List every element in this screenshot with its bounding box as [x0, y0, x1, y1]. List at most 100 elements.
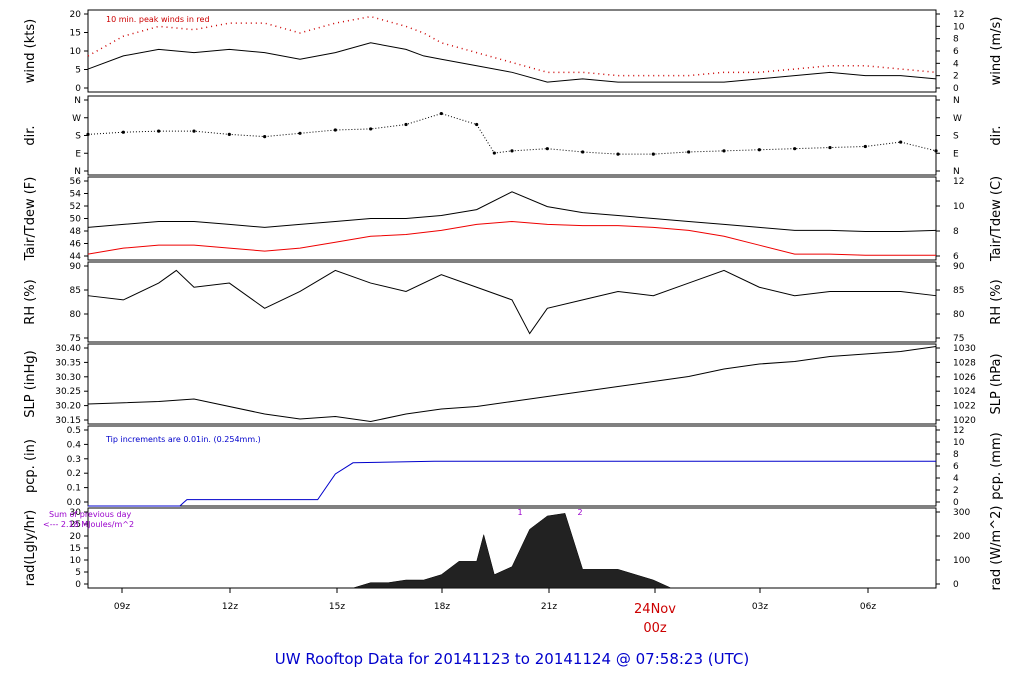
left-tick-label: 20 [70, 10, 82, 20]
series-line-wind-1 [87, 15, 937, 77]
direction-point [439, 111, 443, 116]
direction-point [757, 148, 761, 152]
right-tick-label: 10 [953, 438, 965, 448]
left-tick-label: 0.2 [67, 469, 81, 479]
direction-point [616, 152, 620, 156]
right-tick-label: 1022 [953, 402, 976, 412]
right-tick-label: 10 [953, 202, 965, 212]
panel-frame [87, 343, 937, 425]
series-line-wind-0 [87, 42, 937, 83]
left-tick-label: 0 [75, 580, 81, 590]
right-tick-label: S [953, 132, 959, 142]
left-axis-label: wind (kts) [23, 19, 38, 83]
left-tick-label: 0.1 [67, 484, 81, 494]
right-axis-label: pcp. (mm) [989, 432, 1004, 499]
series-line-slp-0 [87, 346, 937, 423]
series-line-temp-0 [87, 191, 937, 233]
panel-annotation: Tip increments are 0.01in. (0.254mm.) [105, 435, 261, 444]
left-tick-label: 48 [70, 227, 82, 237]
series-line-rh-0 [87, 269, 937, 335]
direction-point [475, 122, 479, 127]
left-axis-label: RH (%) [23, 279, 38, 324]
right-tick-label: 0 [953, 580, 959, 590]
direction-point [899, 140, 903, 144]
left-tick-label: 0.5 [67, 426, 81, 436]
direction-point [793, 147, 797, 151]
left-tick-label: 54 [70, 190, 82, 200]
right-tick-label: 8 [953, 35, 959, 45]
direction-point [581, 150, 585, 154]
left-axis-label: pcp. (in) [23, 439, 38, 493]
direction-point [298, 131, 302, 135]
left-tick-label: 10 [70, 556, 82, 566]
left-tick-label: N [74, 167, 81, 177]
right-axis-label: Tair/Tdew (C) [989, 176, 1004, 262]
direction-point [369, 127, 373, 131]
right-axis-label: RH (%) [989, 279, 1004, 324]
right-tick-label: 0 [953, 84, 959, 94]
rad-annotation-2: <--- 2.18 MJoules/m^2 [43, 520, 134, 529]
right-tick-label: E [953, 149, 959, 159]
right-tick-label: W [953, 114, 962, 124]
right-tick-label: 1020 [953, 416, 976, 426]
right-tick-label: 300 [953, 508, 970, 518]
x-tick-label: 15z [329, 602, 345, 612]
rad-marker: 1 [517, 508, 522, 517]
left-tick-label: 44 [70, 252, 82, 262]
left-tick-label: S [75, 132, 81, 142]
left-tick-label: 85 [70, 286, 81, 296]
right-tick-label: N [953, 167, 960, 177]
left-tick-label: N [74, 96, 81, 106]
x-tick-label: 18z [434, 602, 450, 612]
right-tick-label: 100 [953, 556, 970, 566]
left-axis-label: Tair/Tdew (F) [23, 177, 38, 262]
left-tick-label: 5 [75, 66, 81, 76]
left-tick-label: 30.20 [55, 402, 81, 412]
right-tick-label: 6 [953, 462, 959, 472]
left-tick-label: 30.35 [55, 358, 81, 368]
left-tick-label: 46 [70, 240, 82, 250]
right-tick-label: 12 [953, 426, 964, 436]
right-axis-label: dir. [989, 125, 1004, 145]
left-tick-label: 90 [70, 262, 82, 272]
left-tick-label: 20 [70, 532, 82, 542]
right-tick-label: 200 [953, 532, 970, 542]
left-tick-label: 30 [70, 508, 82, 518]
left-tick-label: 80 [70, 310, 82, 320]
direction-point [263, 134, 267, 139]
rad-annotation-1: Sum of previous day [49, 510, 131, 519]
right-tick-label: 75 [953, 334, 964, 344]
direction-point [192, 129, 196, 133]
panel-frame [87, 95, 937, 176]
x-tick-label: 06z [860, 602, 876, 612]
left-tick-label: 56 [70, 177, 82, 187]
left-axis-label: rad(Lgly/hr) [23, 510, 38, 586]
x-tick-label: 03z [752, 602, 768, 612]
right-tick-label: 1030 [953, 344, 976, 354]
radiation-area [352, 513, 672, 589]
right-axis-label: SLP (hPa) [989, 353, 1004, 414]
right-tick-label: 6 [953, 47, 959, 57]
right-tick-label: 1026 [953, 373, 976, 383]
left-tick-label: 10 [70, 47, 82, 57]
right-tick-label: 2 [953, 72, 959, 82]
left-tick-label: 30.30 [55, 373, 81, 383]
right-tick-label: 12 [953, 177, 964, 187]
left-axis-label: dir. [23, 125, 38, 145]
left-tick-label: 50 [70, 215, 82, 225]
right-tick-label: 2 [953, 486, 959, 496]
right-tick-label: 4 [953, 474, 959, 484]
chart-title: UW Rooftop Data for 20141123 to 20141124… [275, 650, 749, 668]
left-tick-label: 52 [70, 202, 81, 212]
right-tick-label: 12 [953, 10, 964, 20]
right-tick-label: 8 [953, 450, 959, 460]
right-tick-label: N [953, 96, 960, 106]
direction-point [722, 149, 726, 153]
right-tick-label: 80 [953, 310, 965, 320]
x-tick-label: 09z [114, 602, 130, 612]
series-line-temp-1 [87, 220, 936, 256]
time-axis: 09z 12z 15z 18z 21z 00z 03z 06z 24Nov [114, 588, 876, 636]
